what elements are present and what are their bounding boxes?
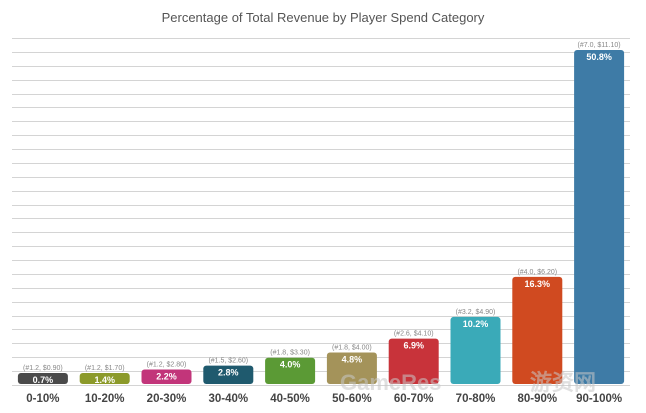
watermark-brand: GameRes <box>340 370 442 395</box>
category-label: 80-90% <box>517 393 557 405</box>
bar-annotation: (#2.6, $4.10) <box>394 331 434 338</box>
bar-value-label: 50.8% <box>586 52 612 62</box>
category-label: 90-100% <box>576 393 622 405</box>
bar-90-100% <box>574 50 625 384</box>
bar-value-label: 0.7% <box>33 375 54 385</box>
category-label: 70-80% <box>456 393 496 405</box>
watermark-suffix: 游资网 <box>530 370 596 395</box>
bar-50-60% <box>326 352 377 384</box>
bar-annotation: (#1.8, $4.00) <box>332 344 372 351</box>
bar-20-30% <box>141 369 192 384</box>
bar-40-50% <box>265 357 316 384</box>
category-label: 0-10% <box>26 393 59 405</box>
chart-title: Percentage of Total Revenue by Player Sp… <box>162 10 485 25</box>
bar-30-40% <box>203 365 254 384</box>
bar-value-label: 16.3% <box>525 279 551 289</box>
category-label: 10-20% <box>85 393 125 405</box>
category-label: 40-50% <box>270 393 310 405</box>
bar-60-70% <box>388 338 439 384</box>
category-label: 60-70% <box>394 393 434 405</box>
bar-annotation: (#7.0, $11.10) <box>578 42 621 49</box>
bar-value-label: 6.9% <box>403 341 424 351</box>
bar-70-80% <box>450 316 501 384</box>
bar-annotation: (#3.2, $4.90) <box>456 309 496 316</box>
bar-annotation: (#1.2, $1.70) <box>85 365 125 372</box>
bar-0-10% <box>17 373 68 384</box>
bar-value-label: 10.2% <box>463 319 489 329</box>
bar-annotation: (#1.2, $0.90) <box>23 365 63 372</box>
bar-value-label: 2.8% <box>218 368 239 378</box>
bar-value-label: 4.0% <box>280 360 301 370</box>
bar-annotation: (#1.2, $2.80) <box>147 362 187 369</box>
bar-10-20% <box>79 373 130 384</box>
bar-value-label: 4.8% <box>342 354 363 364</box>
bar-annotation: (#1.5, $2.60) <box>208 358 248 365</box>
bar-value-label: 2.2% <box>156 372 177 382</box>
bar-value-label: 1.4% <box>94 375 115 385</box>
watermark: GameRes 游资网 <box>340 370 596 395</box>
bar-annotation: (#4.0, $6.20) <box>517 269 557 276</box>
category-label: 50-60% <box>332 393 372 405</box>
category-label: 20-30% <box>147 393 187 405</box>
category-label: 30-40% <box>208 393 248 405</box>
bar-80-90% <box>512 276 563 384</box>
bar-annotation: (#1.8, $3.30) <box>270 350 310 357</box>
bars: 0.7% (#1.2, $0.90) 0-10% 1.4% (#1.2, $1.70) 1… <box>17 42 625 405</box>
